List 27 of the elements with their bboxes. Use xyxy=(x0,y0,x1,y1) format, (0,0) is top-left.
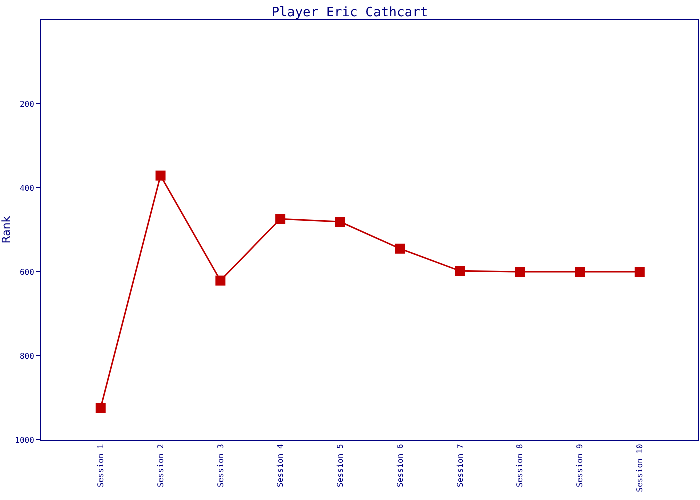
x-tick-label: Session 10 xyxy=(636,444,645,492)
x-tick-label: Session 7 xyxy=(456,444,465,488)
point xyxy=(515,267,526,277)
x-tick-label: Session 4 xyxy=(276,444,286,488)
x-tick-label: Session 6 xyxy=(396,444,405,488)
point xyxy=(276,214,286,224)
x-tick-label: Session 2 xyxy=(156,444,166,488)
point xyxy=(455,266,466,276)
point xyxy=(96,403,106,414)
x-tick-label: Session 5 xyxy=(336,444,346,488)
y-tick-label: 400 xyxy=(20,184,35,193)
point xyxy=(575,267,586,277)
point xyxy=(335,217,346,228)
y-tick-label: 1000 xyxy=(15,436,35,445)
y-tick-label: 200 xyxy=(20,100,35,109)
y-tick-label: 600 xyxy=(20,268,35,277)
x-tick-label: Session 3 xyxy=(216,444,226,488)
x-tick-label: Session 1 xyxy=(96,444,106,488)
point xyxy=(156,170,166,181)
point xyxy=(395,244,406,254)
y-tick-label: 800 xyxy=(20,352,35,361)
x-tick-label: Session 9 xyxy=(576,444,585,488)
x-tick-label: Session 8 xyxy=(516,444,525,488)
point xyxy=(216,276,226,286)
chart-title: Player Eric Cathcart xyxy=(272,6,428,21)
point xyxy=(634,267,645,277)
y-axis-title: Rank xyxy=(0,216,13,244)
